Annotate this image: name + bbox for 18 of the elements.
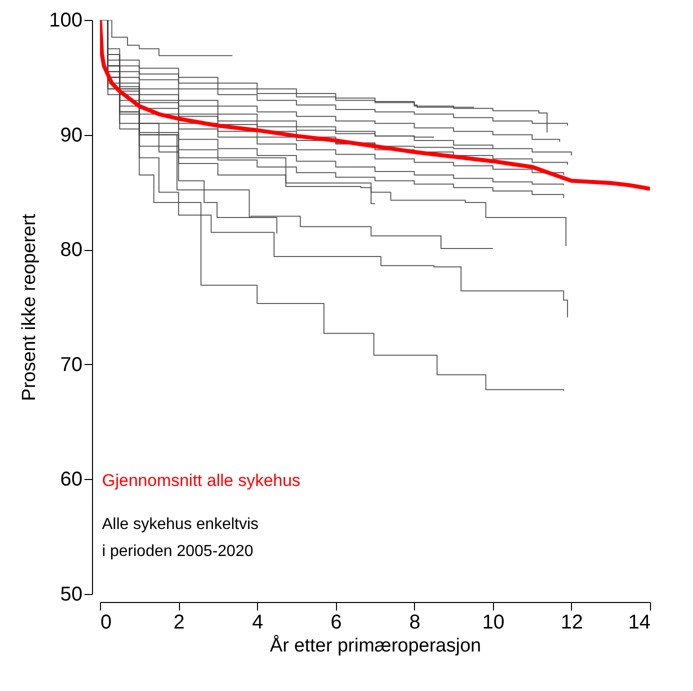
y-tick-label: 80 <box>60 239 82 262</box>
x-tick-label: 10 <box>482 612 504 634</box>
y-tick-label: 100 <box>49 10 82 32</box>
y-tick-label: 60 <box>60 468 82 491</box>
x-tick-label: 6 <box>330 612 342 634</box>
x-axis-title: År etter primæroperasjon <box>270 634 482 656</box>
x-tick-label: 8 <box>409 612 420 634</box>
x-tick-label: 12 <box>560 612 584 634</box>
annotation: Alle sykehus enkeltvis i perioden 2005-2020 <box>102 516 259 560</box>
x-tick-label: 14 <box>628 612 650 634</box>
x-tick-label: 4 <box>252 612 264 634</box>
x-tick-label: 2 <box>174 612 185 634</box>
y-tick-label: 50 <box>60 584 82 606</box>
y-axis-title: Prosent ikke reoperert <box>19 213 40 401</box>
y-tick-label: 70 <box>60 354 82 376</box>
text: Gjennomsnitt alle sykehus <box>102 471 300 490</box>
x-tick-label: 0 <box>100 612 112 634</box>
y-tick-label: 90 <box>60 124 82 146</box>
